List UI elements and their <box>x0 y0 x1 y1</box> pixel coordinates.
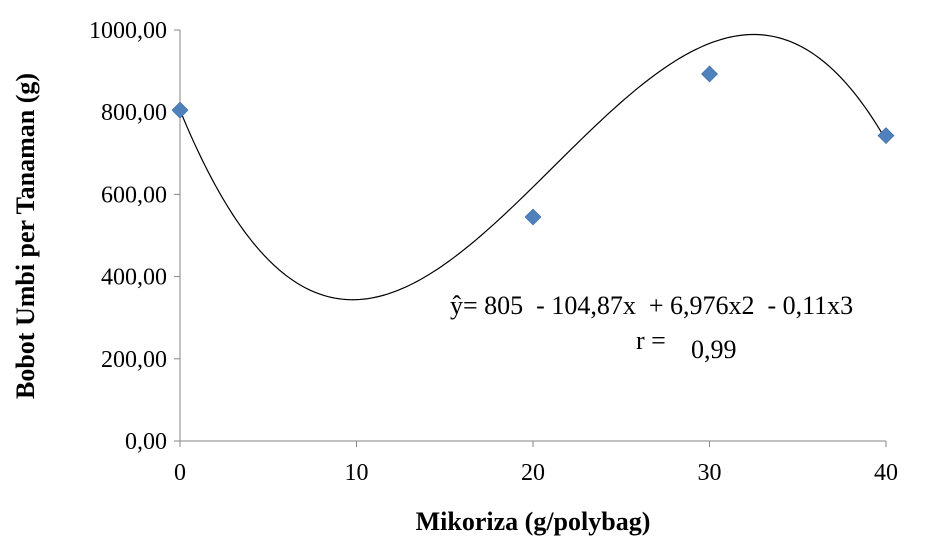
trendline-equation: ŷ= 805 - 104,87x + 6,976x2 - 0,11x3 <box>450 291 853 320</box>
x-tick-label: 40 <box>874 460 898 486</box>
axes: 0,00 200,00 400,00 600,00 800,00 1000,00 0 10 2… <box>89 18 898 486</box>
r-value: 0,99 <box>691 335 737 364</box>
y-tick-label: 200,00 <box>101 347 167 373</box>
x-axis-title: Mikoriza (g/polybag) <box>416 507 651 536</box>
y-axis-title: Bobot Umbi per Tanaman (g) <box>11 73 40 399</box>
x-axis-ticks: 0 10 20 30 40 <box>174 441 898 486</box>
y-tick-label: 600,00 <box>101 182 167 208</box>
x-tick-label: 0 <box>174 460 186 486</box>
data-point-marker <box>877 127 895 145</box>
x-tick-label: 10 <box>345 460 369 486</box>
y-axis-ticks: 0,00 200,00 400,00 600,00 800,00 1000,00 <box>89 18 180 455</box>
r-label: r = <box>636 326 672 355</box>
data-point-marker <box>171 101 189 119</box>
data-point-marker <box>701 65 718 83</box>
y-tick-label: 0,00 <box>125 429 167 455</box>
y-tick-label: 800,00 <box>101 100 167 126</box>
data-markers <box>171 65 895 226</box>
trendline-curve <box>179 33 887 301</box>
y-tick-label: 400,00 <box>101 265 167 291</box>
x-tick-label: 20 <box>521 460 545 486</box>
data-point-marker <box>524 208 542 226</box>
y-tick-label: 1000,00 <box>89 18 167 44</box>
x-tick-label: 30 <box>698 460 722 486</box>
